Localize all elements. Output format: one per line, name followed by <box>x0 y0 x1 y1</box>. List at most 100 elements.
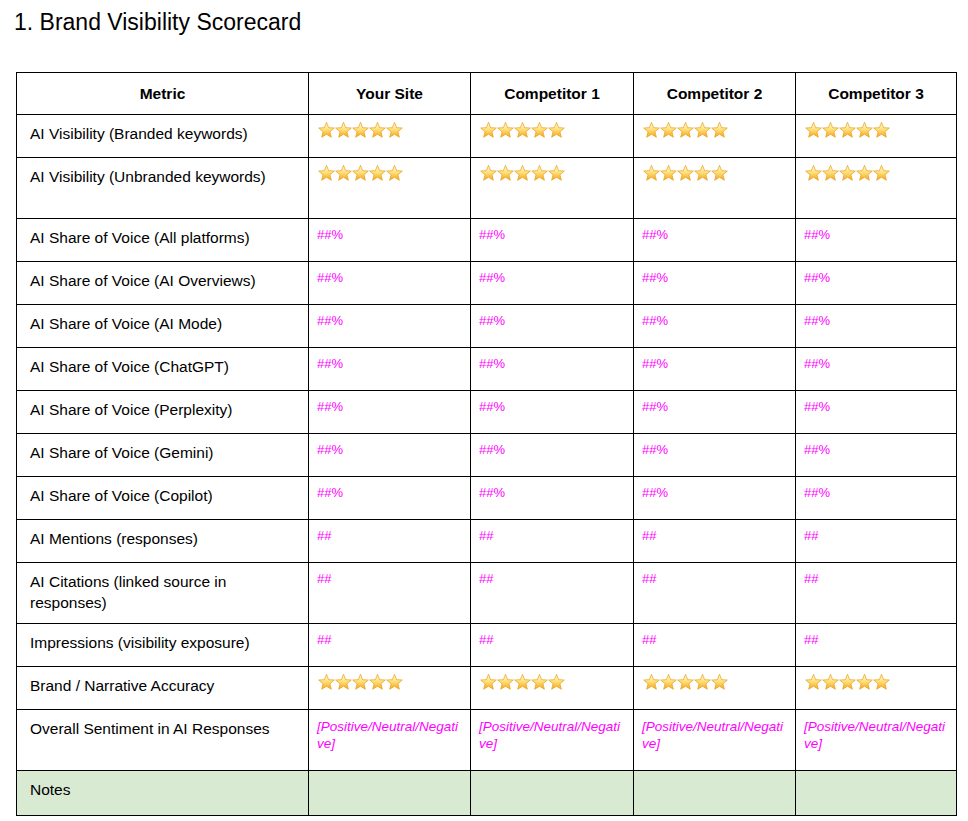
star-icon <box>385 121 404 139</box>
placeholder-value: ##% <box>479 485 625 500</box>
value-cell[interactable]: ## <box>471 563 634 624</box>
placeholder-value: ## <box>479 571 625 586</box>
value-cell[interactable]: [Positive/Neutral/Negative] <box>471 710 634 771</box>
placeholder-value: ## <box>804 632 948 647</box>
star-rating-cell[interactable] <box>634 115 796 158</box>
column-header-competitor-1: Competitor 1 <box>471 73 634 115</box>
value-cell[interactable]: ##% <box>796 434 957 477</box>
value-cell[interactable]: ##% <box>634 391 796 434</box>
table-row: AI Citations (linked source in responses… <box>17 563 957 624</box>
value-cell[interactable]: ## <box>309 624 471 667</box>
value-cell[interactable]: ## <box>634 563 796 624</box>
column-header-metric: Metric <box>17 73 309 115</box>
placeholder-value: ## <box>804 528 948 543</box>
value-cell[interactable]: ## <box>309 520 471 563</box>
value-cell[interactable]: ##% <box>796 262 957 305</box>
value-cell[interactable]: ##% <box>471 391 634 434</box>
table-row: AI Share of Voice (All platforms)##%##%#… <box>17 219 957 262</box>
value-cell[interactable]: ##% <box>309 391 471 434</box>
star-rating-cell[interactable] <box>309 667 471 710</box>
value-cell[interactable]: ##% <box>796 391 957 434</box>
value-cell[interactable]: ##% <box>471 262 634 305</box>
metric-cell: AI Share of Voice (Perplexity) <box>17 391 309 434</box>
value-cell[interactable]: ##% <box>796 348 957 391</box>
value-cell[interactable]: ## <box>796 520 957 563</box>
notes-cell[interactable] <box>634 771 796 816</box>
value-cell[interactable]: ##% <box>471 219 634 262</box>
value-cell[interactable]: [Positive/Neutral/Negative] <box>634 710 796 771</box>
value-cell[interactable]: ##% <box>634 477 796 520</box>
placeholder-value: ##% <box>804 270 948 285</box>
placeholder-value: ##% <box>317 399 462 414</box>
value-cell[interactable]: [Positive/Neutral/Negative] <box>796 710 957 771</box>
value-cell[interactable]: ##% <box>796 305 957 348</box>
notes-cell[interactable] <box>309 771 471 816</box>
star-rating-cell[interactable] <box>471 115 634 158</box>
star-rating-cell[interactable] <box>471 667 634 710</box>
value-cell[interactable]: ##% <box>309 348 471 391</box>
star-rating <box>804 673 948 694</box>
value-cell[interactable]: ##% <box>796 477 957 520</box>
star-rating-cell[interactable] <box>796 667 957 710</box>
notes-cell[interactable] <box>471 771 634 816</box>
star-rating-cell[interactable] <box>796 158 957 219</box>
value-cell[interactable]: ## <box>471 624 634 667</box>
value-cell[interactable]: ##% <box>471 434 634 477</box>
value-cell[interactable]: ##% <box>634 348 796 391</box>
placeholder-value: ##% <box>642 485 787 500</box>
value-cell[interactable]: ##% <box>309 219 471 262</box>
value-cell[interactable]: [Positive/Neutral/Negative] <box>309 710 471 771</box>
value-cell[interactable]: ##% <box>309 477 471 520</box>
value-cell[interactable]: ## <box>309 563 471 624</box>
value-cell[interactable]: ## <box>634 624 796 667</box>
placeholder-value: ## <box>642 571 787 586</box>
brand-visibility-scorecard-table: MetricYour SiteCompetitor 1Competitor 2C… <box>16 72 957 816</box>
star-rating <box>317 164 462 185</box>
value-cell[interactable]: ##% <box>634 262 796 305</box>
metric-cell: AI Share of Voice (Gemini) <box>17 434 309 477</box>
value-cell[interactable]: ## <box>796 563 957 624</box>
star-icon <box>872 673 891 691</box>
value-cell[interactable]: ##% <box>471 348 634 391</box>
placeholder-value: ##% <box>317 442 462 457</box>
placeholder-value: ## <box>317 571 462 586</box>
value-cell[interactable]: ##% <box>634 434 796 477</box>
star-rating-cell[interactable] <box>634 158 796 219</box>
placeholder-value: ##% <box>804 313 948 328</box>
value-cell[interactable]: ## <box>796 624 957 667</box>
value-cell[interactable]: ##% <box>309 305 471 348</box>
table-row: AI Share of Voice (AI Overviews)##%##%##… <box>17 262 957 305</box>
star-rating-cell[interactable] <box>309 158 471 219</box>
metric-cell: AI Share of Voice (All platforms) <box>17 219 309 262</box>
value-cell[interactable]: ##% <box>634 219 796 262</box>
value-cell[interactable]: ## <box>634 520 796 563</box>
column-header-competitor-3: Competitor 3 <box>796 73 957 115</box>
value-cell[interactable]: ##% <box>309 262 471 305</box>
table-row: AI Share of Voice (ChatGPT)##%##%##%##% <box>17 348 957 391</box>
metric-cell: AI Share of Voice (AI Overviews) <box>17 262 309 305</box>
star-rating <box>804 121 948 142</box>
placeholder-value: ##% <box>479 313 625 328</box>
star-rating-cell[interactable] <box>796 115 957 158</box>
value-cell[interactable]: ##% <box>634 305 796 348</box>
column-header-your-site: Your Site <box>309 73 471 115</box>
value-cell[interactable]: ##% <box>796 219 957 262</box>
placeholder-value: ## <box>804 571 948 586</box>
placeholder-value: ##% <box>642 227 787 242</box>
notes-cell[interactable] <box>796 771 957 816</box>
value-cell[interactable]: ##% <box>471 477 634 520</box>
placeholder-value: ##% <box>804 399 948 414</box>
star-rating <box>642 121 787 142</box>
star-icon <box>710 164 729 182</box>
star-rating-cell[interactable] <box>309 115 471 158</box>
metric-cell: AI Citations (linked source in responses… <box>17 563 309 624</box>
placeholder-value: ##% <box>479 399 625 414</box>
placeholder-value: ##% <box>317 270 462 285</box>
star-rating-cell[interactable] <box>634 667 796 710</box>
star-rating-cell[interactable] <box>471 158 634 219</box>
value-cell[interactable]: ##% <box>471 305 634 348</box>
placeholder-value: ##% <box>642 356 787 371</box>
value-cell[interactable]: ##% <box>309 434 471 477</box>
metric-cell: AI Visibility (Branded keywords) <box>17 115 309 158</box>
value-cell[interactable]: ## <box>471 520 634 563</box>
